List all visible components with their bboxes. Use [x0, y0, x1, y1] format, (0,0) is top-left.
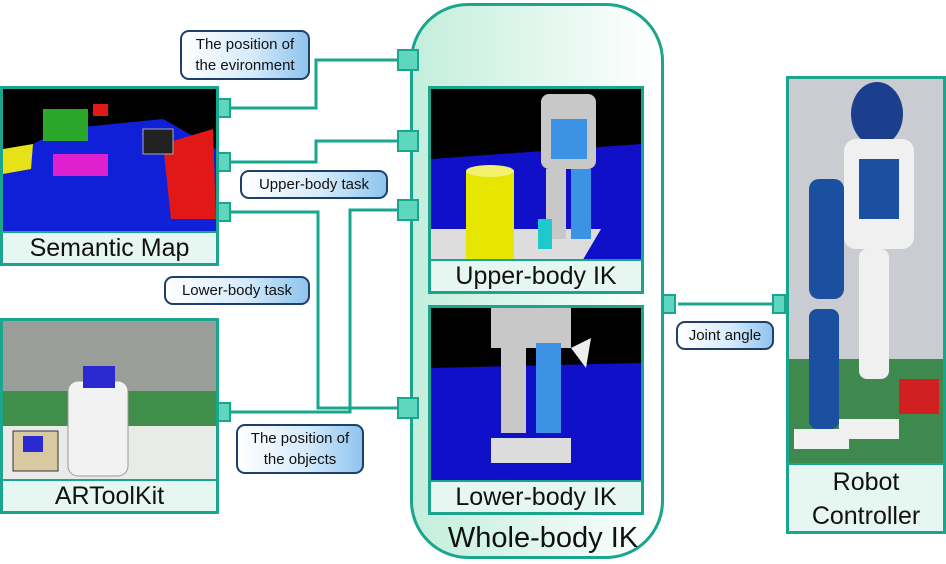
robot-controller-caption: Robot Controller: [789, 463, 943, 531]
line-lower-body-task: [230, 210, 400, 410]
artoolkit-photo: [3, 321, 216, 479]
whole-body-port-upper-task: [397, 130, 419, 152]
robot-photo: [789, 79, 943, 465]
line-environment: [230, 58, 400, 110]
line-objects-to-upper: [230, 208, 400, 414]
artoolkit-port: [217, 402, 231, 422]
whole-body-port-lower-task: [397, 397, 419, 419]
robot-controller-port: [772, 294, 786, 314]
upper-body-ik-box: Upper-body IK: [428, 86, 644, 294]
robot-controller-box: Robot Controller: [786, 76, 946, 534]
label-objects-position: The position of the objects: [236, 424, 364, 474]
label-lower-body-task: Lower-body task: [164, 276, 310, 305]
lower-body-ik-caption: Lower-body IK: [431, 480, 641, 512]
whole-body-port-objects: [397, 199, 419, 221]
label-joint-angle: Joint angle: [676, 321, 774, 350]
whole-body-port-output: [662, 294, 676, 314]
semantic-map-port-1: [217, 98, 231, 118]
whole-body-ik-title: Whole-body IK: [447, 522, 639, 554]
artoolkit-caption: ARToolKit: [3, 479, 216, 511]
lower-body-ik-render: [431, 308, 641, 480]
line-upper-body-task: [230, 139, 400, 164]
artoolkit-box: ARToolKit: [0, 318, 219, 514]
semantic-map-point-cloud: [3, 89, 216, 231]
label-upper-body-task: Upper-body task: [240, 170, 388, 199]
upper-body-ik-caption: Upper-body IK: [431, 259, 641, 291]
semantic-map-box: Semantic Map: [0, 86, 219, 266]
upper-body-ik-render: [431, 89, 641, 259]
label-environment-position: The position of the evironment: [180, 30, 310, 80]
whole-body-port-environment: [397, 49, 419, 71]
lower-body-ik-box: Lower-body IK: [428, 305, 644, 515]
semantic-map-port-3: [217, 202, 231, 222]
semantic-map-caption: Semantic Map: [3, 231, 216, 263]
semantic-map-port-2: [217, 152, 231, 172]
